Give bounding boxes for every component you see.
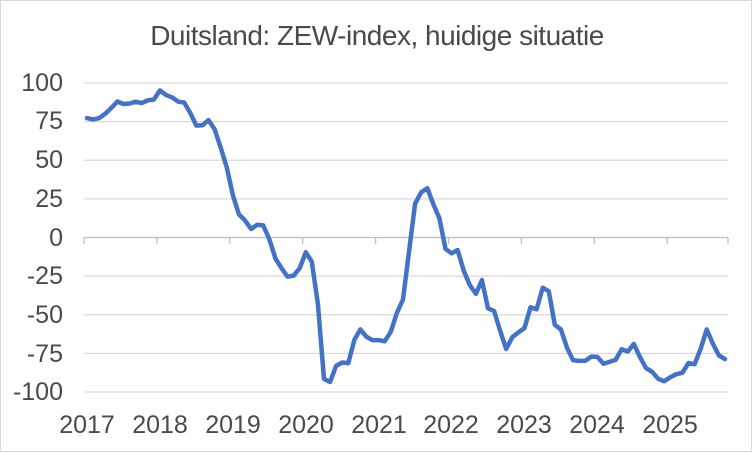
y-tick-label: 50 <box>35 146 63 174</box>
x-tick-label: 2018 <box>132 411 188 439</box>
x-tick-label: 2020 <box>278 411 334 439</box>
y-tick-label: -50 <box>26 301 63 329</box>
x-tick-label: 2022 <box>423 411 479 439</box>
x-tick-label: 2021 <box>351 411 407 439</box>
x-tick-label: 2025 <box>642 411 698 439</box>
chart-title: Duitsland: ZEW-index, huidige situatie <box>150 20 604 51</box>
y-tick-label: -25 <box>26 262 63 290</box>
y-tick-label: 0 <box>49 224 63 252</box>
y-tick-label: -100 <box>12 378 63 406</box>
x-tick-label: 2017 <box>59 411 115 439</box>
y-tick-label: 100 <box>21 69 63 97</box>
x-tick-label: 2019 <box>205 411 261 439</box>
y-tick-label: -75 <box>26 340 63 368</box>
y-tick-label: 25 <box>35 185 63 213</box>
y-tick-label: 75 <box>35 107 63 135</box>
zew-index-series-line <box>84 88 728 385</box>
x-tick-label: 2024 <box>569 411 625 439</box>
x-tick-label: 2023 <box>496 411 552 439</box>
